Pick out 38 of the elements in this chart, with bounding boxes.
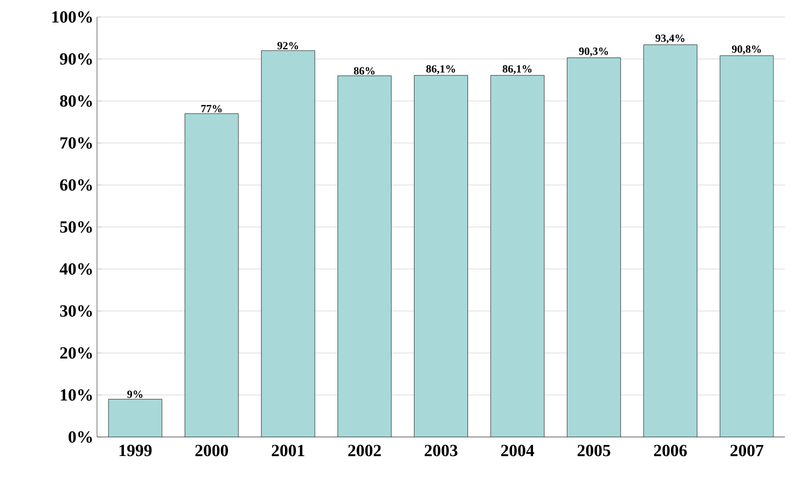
bar bbox=[184, 114, 238, 437]
data-label: 9% bbox=[127, 390, 142, 398]
data-label: 86,1% bbox=[502, 65, 532, 74]
y-tick-label: 80% bbox=[60, 95, 92, 107]
y-tick-label: 40% bbox=[60, 263, 92, 275]
y-tick-label: 70% bbox=[60, 137, 92, 149]
data-label: 90,3% bbox=[579, 48, 608, 57]
x-tick-label: 2004 bbox=[501, 444, 534, 456]
x-tick-label: 2000 bbox=[195, 444, 228, 456]
bar bbox=[490, 75, 544, 437]
bar bbox=[261, 50, 315, 437]
y-tick-label: 60% bbox=[60, 179, 92, 191]
x-tick-label: 2002 bbox=[348, 444, 381, 456]
y-tick-label: 90% bbox=[60, 53, 92, 65]
x-tick-label: 2006 bbox=[654, 444, 687, 456]
y-tick-label: 20% bbox=[60, 347, 92, 359]
data-label: 93,4% bbox=[656, 34, 684, 44]
bar bbox=[720, 55, 774, 437]
y-tick-label: 0% bbox=[68, 431, 92, 443]
x-tick-label: 2001 bbox=[272, 444, 304, 456]
data-label: 77% bbox=[201, 104, 222, 112]
bar bbox=[414, 75, 468, 437]
bar bbox=[338, 76, 392, 437]
y-tick-label: 100% bbox=[52, 11, 92, 23]
y-tick-label: 30% bbox=[60, 305, 92, 317]
bar bbox=[108, 399, 162, 437]
x-tick-label: 1999 bbox=[120, 444, 152, 456]
x-tick-label: 2003 bbox=[424, 444, 458, 456]
data-label: 86,1% bbox=[426, 65, 456, 74]
data-label: 90,8% bbox=[732, 45, 761, 54]
y-tick-label: 10% bbox=[60, 389, 92, 401]
data-label: 92% bbox=[277, 42, 298, 50]
bar bbox=[567, 58, 621, 437]
y-tick-label: 50% bbox=[60, 221, 92, 233]
x-tick-label: 2005 bbox=[578, 444, 610, 456]
data-label: 86% bbox=[354, 67, 375, 75]
x-tick-label: 2007 bbox=[730, 444, 764, 456]
bar bbox=[644, 44, 698, 437]
